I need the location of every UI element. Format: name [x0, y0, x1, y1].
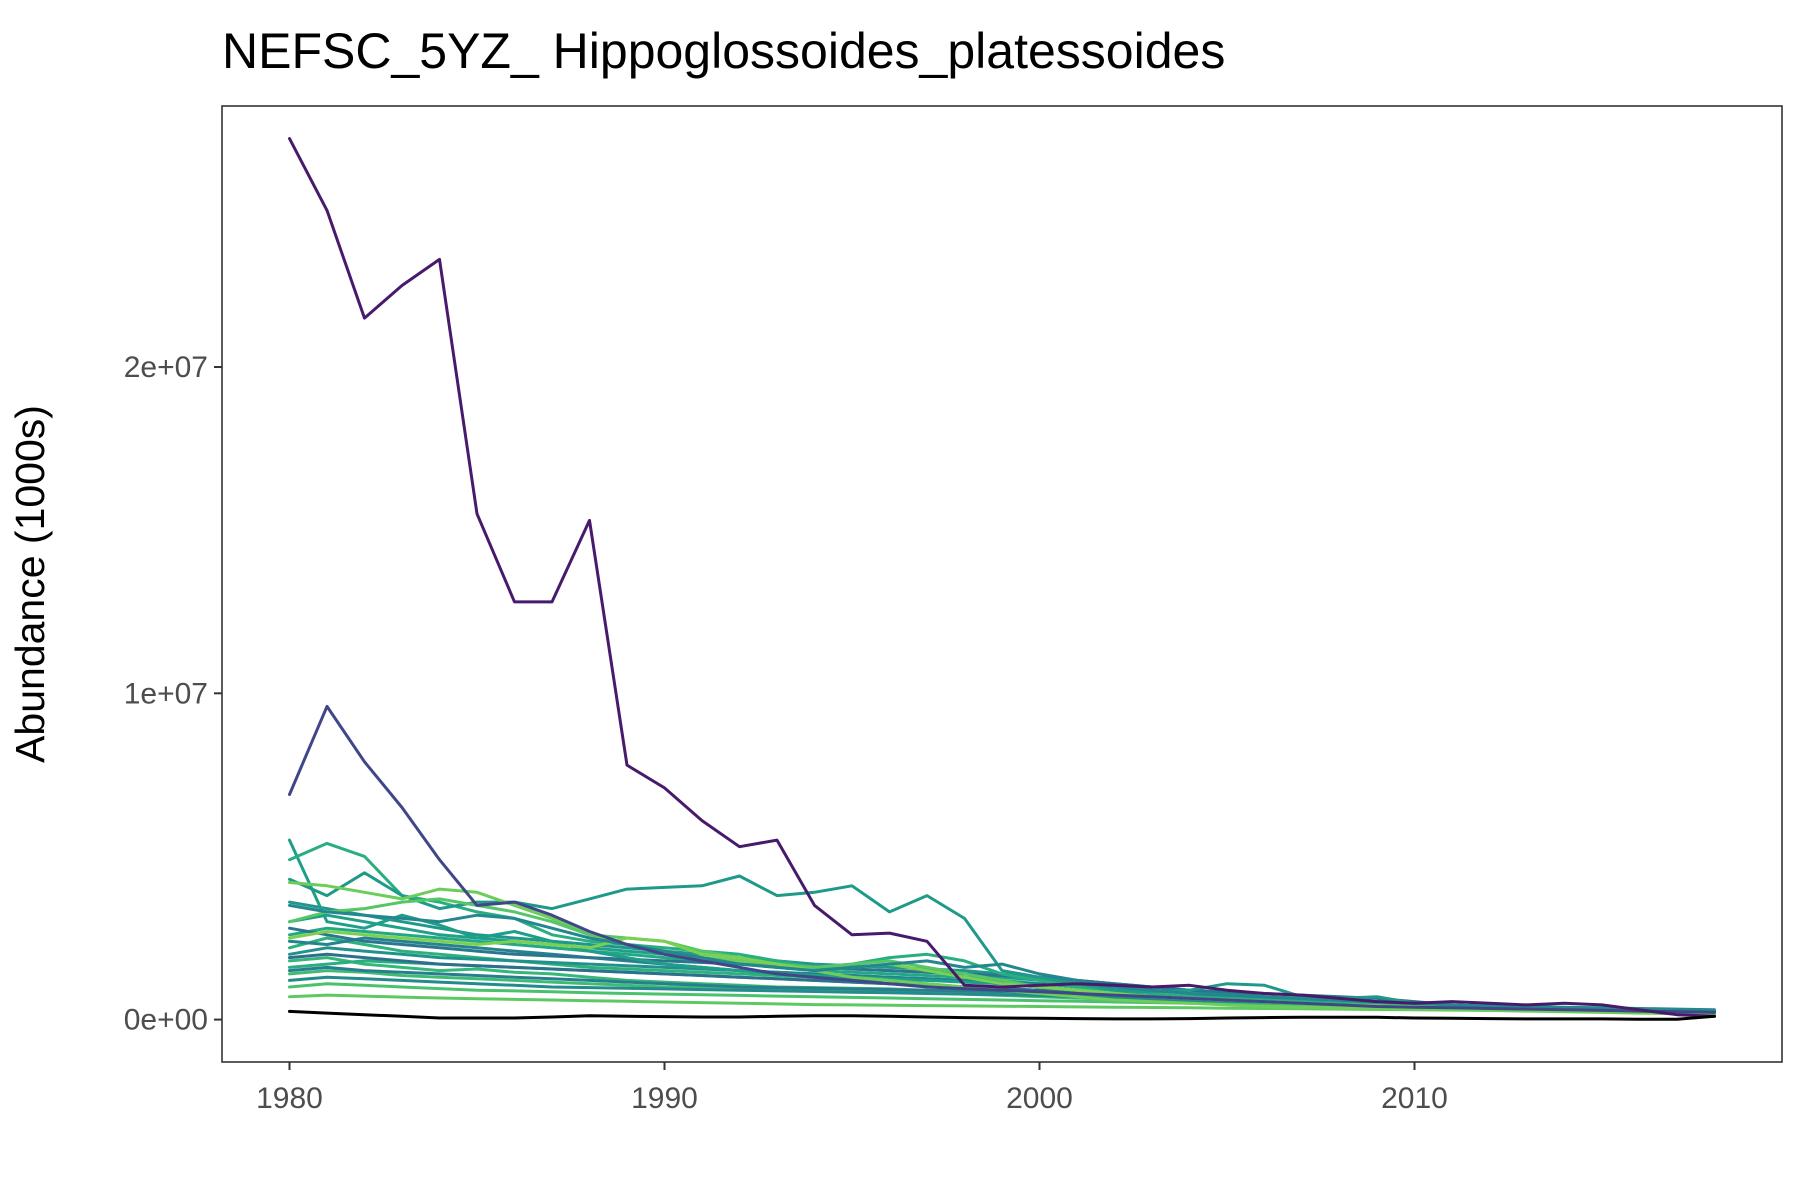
y-axis: 0e+00 1e+07 2e+07 — [124, 351, 222, 1037]
x-axis: 1980 1990 2000 2010 — [256, 1062, 1448, 1115]
series-line-22 — [288, 903, 1716, 1014]
series-line-24 — [288, 137, 1716, 1018]
x-tick-label: 2010 — [1381, 1082, 1448, 1115]
series-lines — [288, 137, 1716, 1021]
y-tick-label: 1e+07 — [124, 677, 208, 710]
y-tick-label: 2e+07 — [124, 351, 208, 384]
x-tick-label: 2000 — [1006, 1082, 1073, 1115]
y-tick-label: 0e+00 — [124, 1004, 208, 1037]
chart-title: NEFSC_5YZ_ Hippoglossoides_platessoides — [222, 23, 1225, 79]
y-axis-label: Abundance (1000s) — [7, 405, 53, 763]
plot-panel — [221, 105, 1783, 1063]
series-line-23 — [288, 704, 1716, 1014]
x-tick-label: 1990 — [631, 1082, 698, 1115]
x-tick-label: 1980 — [256, 1082, 323, 1115]
series-line-25 — [288, 1009, 1716, 1021]
